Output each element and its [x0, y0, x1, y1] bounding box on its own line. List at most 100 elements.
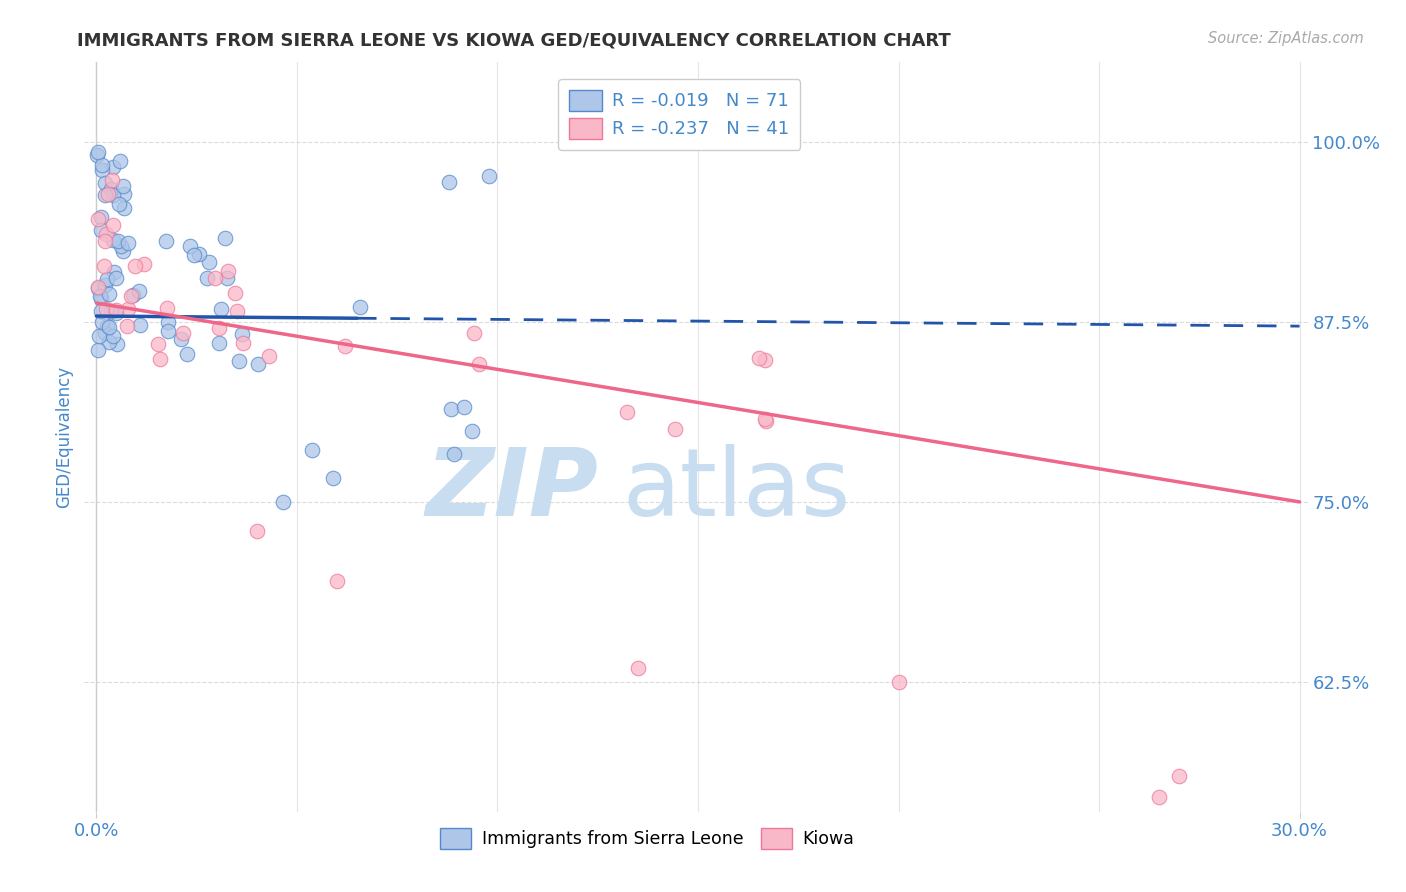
Point — [208, 320, 231, 334]
Point — [122, 288, 145, 302]
Point — [301, 443, 323, 458]
Point — [664, 422, 686, 436]
Point — [124, 259, 146, 273]
Point — [170, 333, 193, 347]
Point — [112, 179, 135, 194]
Point — [149, 352, 172, 367]
Point — [117, 302, 139, 317]
Point — [461, 425, 484, 439]
Point — [110, 238, 132, 252]
Point — [103, 233, 125, 247]
Point — [86, 145, 108, 159]
Point — [616, 405, 638, 419]
Point — [112, 244, 135, 258]
Point — [112, 187, 135, 202]
Point — [89, 289, 111, 303]
Point — [198, 254, 221, 268]
Point — [129, 318, 152, 333]
Point — [146, 337, 169, 351]
Point — [90, 223, 112, 237]
Point — [440, 402, 463, 417]
Point — [108, 196, 131, 211]
Point — [478, 169, 501, 184]
Point — [443, 447, 465, 461]
Point — [155, 234, 177, 248]
Point — [100, 182, 122, 196]
Point — [94, 326, 117, 340]
Point — [439, 175, 461, 189]
Point — [90, 292, 112, 306]
Point — [156, 301, 179, 316]
Point — [468, 357, 491, 371]
Y-axis label: GED/Equivalency: GED/Equivalency — [55, 366, 73, 508]
Point — [100, 304, 122, 318]
Point — [257, 350, 280, 364]
Point — [103, 160, 125, 174]
Point — [104, 271, 127, 285]
Point — [231, 326, 253, 341]
Point — [96, 271, 118, 285]
Point — [89, 328, 111, 343]
Point — [101, 173, 124, 187]
Text: atlas: atlas — [623, 443, 851, 535]
Point — [132, 257, 155, 271]
Point — [94, 301, 117, 316]
Point — [86, 211, 108, 226]
Point — [94, 188, 117, 202]
Point — [94, 235, 117, 249]
Point — [90, 210, 112, 224]
Point — [120, 289, 142, 303]
Point — [98, 287, 121, 301]
Point — [195, 271, 218, 285]
Point — [96, 318, 118, 333]
Point — [217, 264, 239, 278]
Point — [90, 158, 112, 172]
Point — [214, 231, 236, 245]
Point — [117, 235, 139, 250]
Point — [90, 303, 112, 318]
Point — [101, 328, 124, 343]
Point — [91, 163, 114, 178]
Point — [754, 412, 776, 426]
Point — [86, 148, 108, 162]
Point — [103, 265, 125, 279]
Point — [232, 335, 254, 350]
Point — [94, 227, 117, 242]
Point — [453, 401, 475, 415]
Point — [112, 201, 135, 215]
Legend: Immigrants from Sierra Leone, Kiowa: Immigrants from Sierra Leone, Kiowa — [433, 822, 860, 855]
Point — [87, 343, 110, 357]
Point — [887, 675, 910, 690]
Point — [748, 351, 770, 366]
Point — [322, 471, 344, 485]
Point — [349, 300, 371, 314]
Point — [247, 357, 270, 371]
Point — [97, 186, 120, 201]
Point — [209, 301, 232, 316]
Point — [215, 271, 238, 285]
Point — [87, 280, 110, 294]
Point — [93, 259, 115, 273]
Point — [87, 281, 110, 295]
Point — [187, 247, 209, 261]
Point — [1168, 769, 1191, 783]
Point — [246, 524, 269, 538]
Point — [271, 495, 294, 509]
Point — [1147, 790, 1170, 805]
Point — [627, 660, 650, 674]
Point — [224, 285, 246, 300]
Point — [326, 574, 349, 589]
Point — [101, 218, 124, 232]
Point — [176, 347, 198, 361]
Point — [97, 334, 120, 349]
Point — [228, 353, 250, 368]
Point — [183, 248, 205, 262]
Point — [755, 414, 778, 428]
Point — [335, 338, 357, 352]
Point — [108, 154, 131, 169]
Point — [754, 353, 776, 368]
Point — [204, 271, 226, 285]
Point — [226, 304, 249, 318]
Point — [172, 326, 194, 340]
Point — [156, 324, 179, 338]
